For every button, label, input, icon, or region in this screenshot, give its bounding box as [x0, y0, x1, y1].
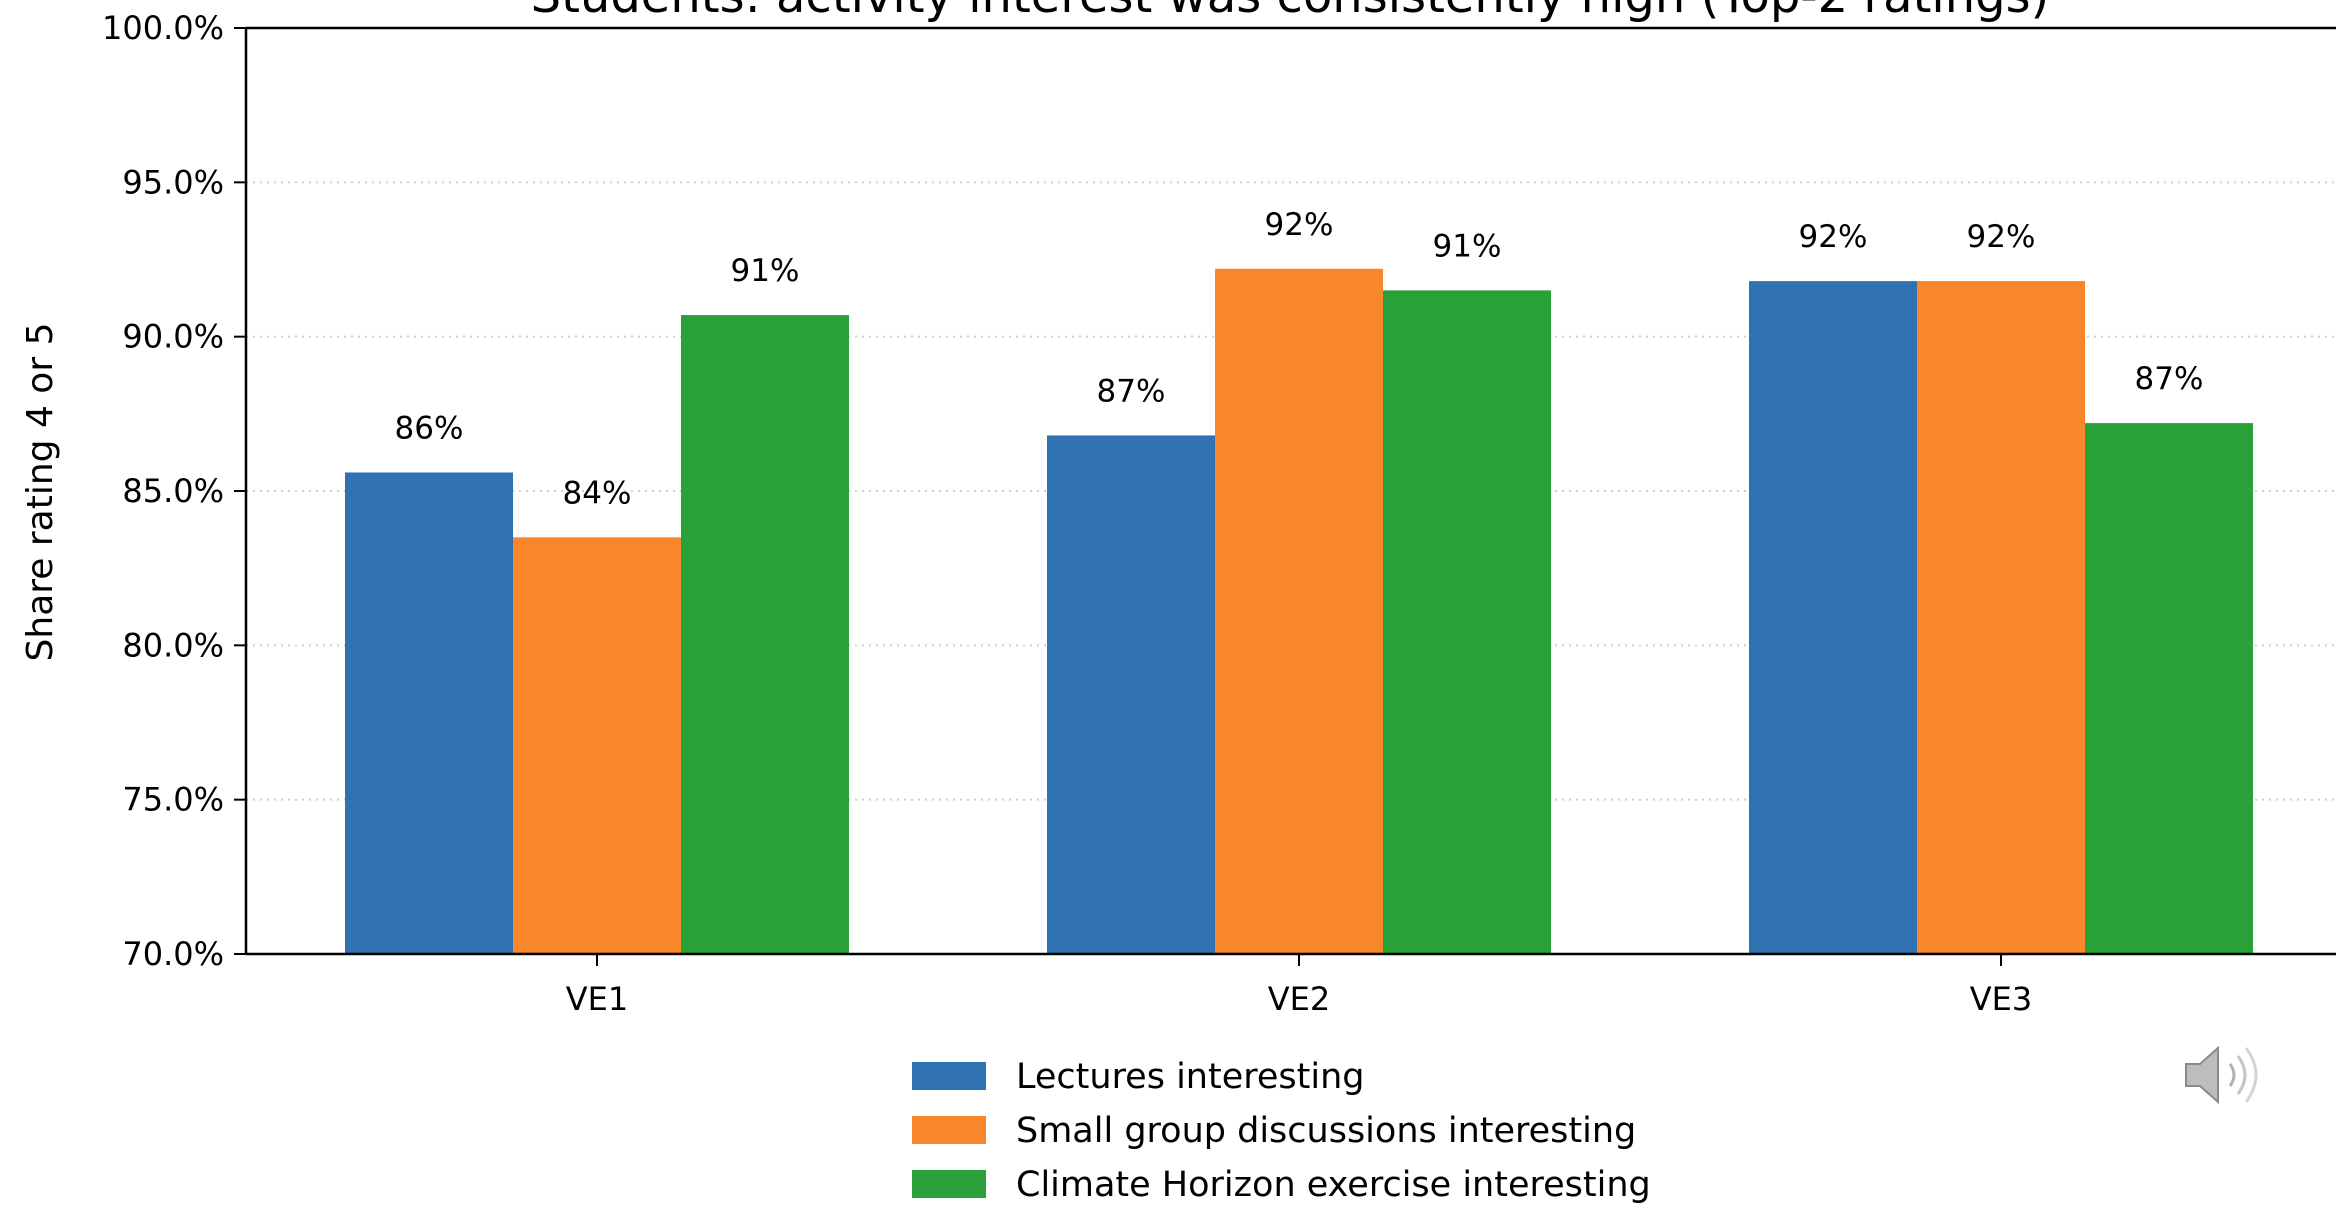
data-label: 92%	[1265, 207, 1334, 243]
y-tick-label: 80.0%	[122, 626, 224, 664]
legend-swatch	[912, 1170, 986, 1198]
data-label: 91%	[731, 253, 800, 289]
bar	[1749, 281, 1917, 954]
x-tick-label: VE1	[566, 980, 628, 1018]
x-tick-label: VE3	[1970, 980, 2032, 1018]
x-tick-label: VE2	[1268, 980, 1330, 1018]
data-label: 84%	[563, 475, 632, 511]
speaker-icon[interactable]	[2178, 1030, 2268, 1120]
bar	[2085, 423, 2253, 954]
legend-label: Small group discussions interesting	[1016, 1111, 1636, 1151]
legend-swatch	[912, 1062, 986, 1090]
axes: 70.0% 75.0% 80.0% 85.0% 90.0% 95.0% 100.0% VE1 V…	[102, 9, 2336, 1018]
y-axis-label: Share rating 4 or 5	[20, 323, 61, 662]
bar	[1917, 281, 2085, 954]
legend-label: Lectures interesting	[1016, 1057, 1364, 1097]
legend-swatch	[912, 1116, 986, 1144]
bar	[345, 472, 513, 954]
bar	[1047, 435, 1215, 954]
y-tick-label: 95.0%	[122, 163, 224, 201]
data-label: 87%	[2135, 361, 2204, 397]
data-label: 87%	[1097, 373, 1166, 409]
chart-title: Students: activity interest was consiste…	[531, 0, 2050, 24]
y-tick-label: 75.0%	[122, 781, 224, 819]
data-labels: 86% 84% 91% 87% 92% 91% 92% 92% 87%	[395, 207, 2204, 512]
y-tick-label: 100.0%	[102, 9, 224, 47]
bar	[1215, 268, 1383, 954]
data-label: 92%	[1799, 219, 1868, 255]
legend-label: Climate Horizon exercise interesting	[1016, 1165, 1651, 1205]
bar	[1383, 290, 1551, 954]
y-tick-label: 85.0%	[122, 472, 224, 510]
bar	[513, 537, 681, 954]
y-tick-label: 70.0%	[122, 935, 224, 973]
data-label: 92%	[1967, 219, 2036, 255]
y-tick-label: 90.0%	[122, 318, 224, 356]
bars	[345, 268, 2253, 954]
data-label: 86%	[395, 410, 464, 446]
bar	[681, 315, 849, 954]
legend: Lectures interesting Small group discussi…	[912, 1057, 1651, 1205]
data-label: 91%	[1433, 228, 1502, 264]
